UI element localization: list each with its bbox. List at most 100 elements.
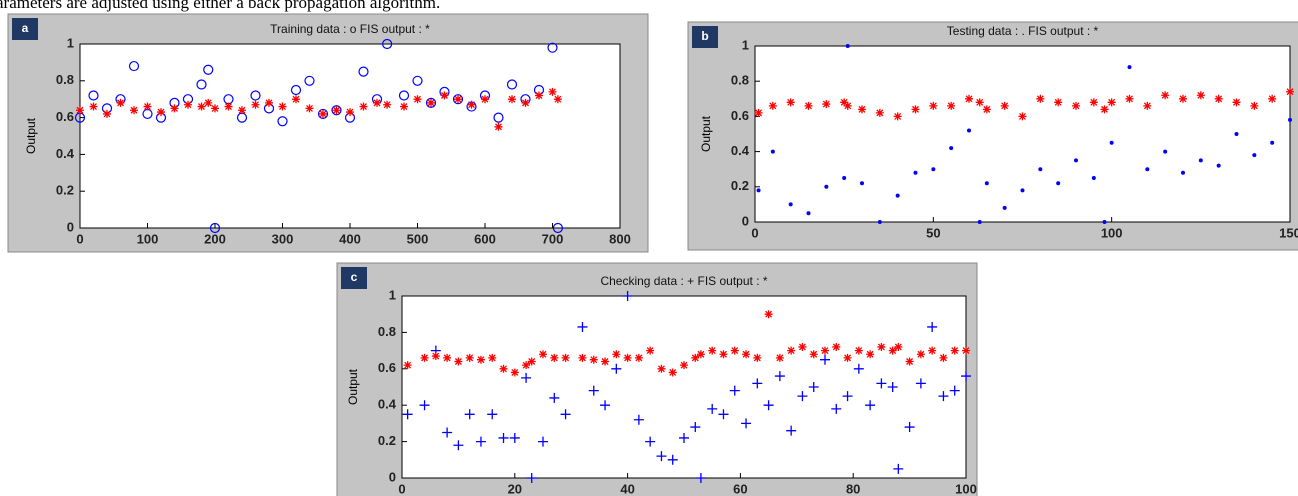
x-tick-label: 100 [137, 231, 159, 246]
data-point [623, 353, 632, 362]
data-point [1252, 153, 1257, 158]
data-point [527, 357, 536, 366]
data-point [967, 128, 971, 133]
data-point [209, 222, 221, 234]
data-point [645, 436, 656, 447]
data-point [510, 368, 519, 377]
data-point [729, 385, 740, 396]
data-point [939, 353, 948, 362]
data-point [1270, 140, 1275, 145]
data-point [806, 211, 811, 216]
data-point [965, 94, 973, 103]
data-point [203, 64, 214, 75]
data-point [184, 100, 192, 109]
data-point [601, 357, 610, 366]
data-point [400, 102, 408, 111]
plot-area [401, 295, 967, 479]
data-point [508, 95, 516, 104]
data-point [539, 350, 547, 359]
data-point [1036, 94, 1045, 103]
y-tick-label: 0.4 [56, 146, 75, 161]
data-point [888, 346, 897, 355]
panel-label: b [701, 29, 708, 43]
data-point [522, 361, 531, 370]
data-point [157, 108, 165, 117]
data-point [498, 432, 509, 443]
data-point [1286, 87, 1294, 96]
data-point [250, 90, 261, 101]
data-point [319, 109, 327, 118]
data-point [928, 346, 937, 355]
data-point [752, 378, 763, 389]
data-point [1216, 163, 1221, 168]
data-point [440, 91, 449, 100]
data-point [961, 371, 971, 382]
data-point [509, 432, 520, 443]
x-tick-label: 100 [1101, 225, 1123, 240]
y-tick-label: 0.8 [378, 324, 396, 339]
x-tick-label: 50 [926, 225, 940, 240]
data-point [845, 44, 850, 48]
data-point [116, 98, 125, 107]
data-point [622, 291, 633, 301]
data-point [398, 90, 410, 101]
data-point [413, 95, 422, 104]
data-point [1020, 188, 1025, 193]
y-tick-label: 0.2 [56, 183, 74, 198]
data-point [304, 75, 315, 86]
data-point [317, 108, 329, 120]
data-point [913, 170, 918, 175]
data-point [977, 220, 982, 224]
data-point [786, 98, 795, 107]
data-point [754, 108, 763, 117]
data-point [89, 102, 98, 111]
data-point [552, 222, 564, 234]
data-point [657, 364, 666, 373]
data-point [646, 346, 655, 355]
data-point [1125, 94, 1134, 103]
data-point [667, 454, 678, 465]
data-point [786, 425, 797, 436]
data-point [1072, 101, 1080, 110]
y-axis-label: Output [346, 368, 360, 405]
data-point [1250, 101, 1259, 110]
data-point [611, 363, 622, 374]
data-point [866, 350, 875, 359]
data-point [774, 371, 785, 382]
y-tick-label: 0.8 [56, 72, 74, 87]
data-point [741, 418, 752, 429]
data-point [1198, 158, 1203, 163]
chart-title: Training data : o FIS output : * [270, 22, 430, 36]
y-tick-label: 0.6 [56, 109, 74, 124]
chart-title: Testing data : . FIS output : * [947, 24, 1099, 38]
data-point [292, 95, 300, 104]
data-point [1109, 140, 1114, 145]
y-tick-label: 0 [742, 213, 749, 228]
data-point [359, 102, 368, 111]
data-point [842, 391, 853, 402]
data-point [843, 101, 852, 110]
x-tick-label: 500 [407, 231, 429, 246]
data-point [893, 112, 902, 121]
data-point [904, 422, 915, 433]
data-point [894, 342, 903, 351]
data-point [88, 90, 99, 101]
data-point [865, 400, 876, 411]
data-point [425, 97, 437, 108]
data-point [1179, 94, 1187, 103]
data-point [76, 106, 84, 115]
panel-label: c [351, 270, 358, 284]
data-point [962, 346, 970, 355]
data-point [875, 108, 884, 117]
data-point [238, 106, 246, 115]
data-point [808, 382, 819, 392]
data-point [481, 95, 489, 104]
data-point [770, 149, 775, 154]
data-point [804, 101, 813, 110]
data-point [1196, 91, 1205, 100]
data-point [506, 79, 518, 90]
y-tick-label: 0.4 [731, 143, 750, 158]
data-point [561, 353, 570, 362]
data-point [1161, 91, 1170, 100]
data-point [656, 451, 667, 462]
